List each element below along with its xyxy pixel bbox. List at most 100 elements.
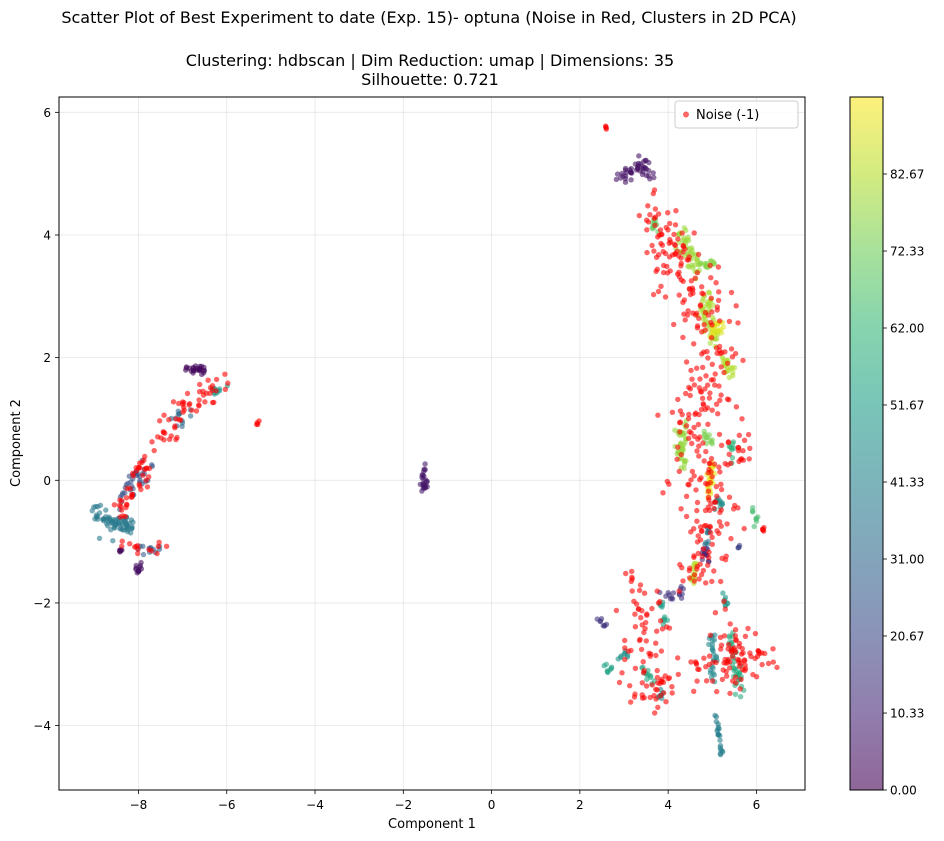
noise-point bbox=[694, 518, 700, 524]
colorbar: 0.00 10.33 20.67 31.00 41.33 51.67 62.00 72.33 8… bbox=[849, 96, 924, 798]
noise-point bbox=[685, 481, 691, 488]
cluster-point bbox=[419, 488, 425, 494]
y-tick-label: 6 bbox=[43, 106, 51, 120]
noise-point bbox=[158, 435, 164, 441]
noise-point bbox=[709, 678, 716, 684]
cluster-point bbox=[91, 504, 97, 510]
cluster-point bbox=[135, 568, 142, 574]
noise-point bbox=[691, 341, 697, 347]
noise-point bbox=[722, 606, 728, 612]
noise-point bbox=[136, 464, 142, 470]
noise-point bbox=[725, 360, 731, 366]
noise-point bbox=[707, 632, 714, 638]
noise-point bbox=[654, 674, 661, 681]
noise-point bbox=[688, 659, 694, 665]
cluster-point bbox=[103, 520, 110, 527]
noise-point bbox=[695, 533, 701, 539]
noise-point bbox=[746, 456, 752, 462]
cluster-point bbox=[124, 524, 130, 530]
noise-point bbox=[636, 212, 642, 219]
noise-point bbox=[137, 460, 143, 466]
noise-point bbox=[691, 688, 697, 694]
noise-point bbox=[740, 357, 746, 364]
noise-point bbox=[735, 320, 741, 326]
noise-point bbox=[697, 302, 704, 308]
cluster-point bbox=[419, 472, 425, 478]
noise-point bbox=[146, 474, 152, 480]
noise-point bbox=[705, 562, 711, 568]
noise-point bbox=[659, 231, 665, 238]
x-tick-label: 0 bbox=[488, 798, 496, 812]
noise-point bbox=[683, 493, 690, 499]
colorbar-tick-label: 82.67 bbox=[890, 167, 924, 181]
noise-point bbox=[119, 543, 125, 549]
noise-point bbox=[659, 626, 666, 632]
noise-point bbox=[184, 390, 191, 397]
noise-point bbox=[713, 483, 720, 490]
noise-point bbox=[173, 436, 179, 443]
noise-point bbox=[664, 478, 670, 485]
noise-point bbox=[700, 291, 707, 297]
noise-point bbox=[689, 376, 695, 382]
noise-point bbox=[716, 530, 722, 537]
noise-point bbox=[740, 448, 746, 454]
noise-point bbox=[649, 242, 655, 249]
noise-point bbox=[654, 588, 660, 594]
cluster-point bbox=[119, 521, 126, 528]
noise-point bbox=[732, 627, 739, 633]
noise-point bbox=[741, 525, 747, 532]
noise-point bbox=[674, 248, 680, 254]
cluster-point bbox=[717, 745, 723, 751]
noise-point bbox=[186, 402, 192, 408]
noise-point bbox=[695, 550, 701, 557]
colorbar-gradient bbox=[850, 97, 883, 790]
noise-point bbox=[205, 377, 211, 383]
noise-point bbox=[662, 294, 669, 300]
cluster-point bbox=[691, 262, 698, 268]
noise-point bbox=[675, 396, 681, 403]
noise-point bbox=[146, 465, 153, 472]
noise-point bbox=[723, 553, 729, 559]
cluster-point bbox=[681, 461, 688, 467]
noise-point bbox=[747, 445, 753, 451]
noise-point bbox=[714, 304, 721, 310]
cluster-point bbox=[717, 737, 723, 743]
noise-point bbox=[727, 659, 733, 665]
noise-point bbox=[181, 407, 187, 413]
noise-point bbox=[703, 678, 710, 684]
noise-point bbox=[702, 327, 708, 333]
noise-point bbox=[161, 412, 167, 418]
noise-point bbox=[677, 419, 683, 425]
cluster-point bbox=[685, 263, 691, 269]
noise-point bbox=[733, 680, 739, 686]
noise-point bbox=[707, 524, 714, 530]
noise-point bbox=[641, 667, 647, 674]
noise-point bbox=[733, 303, 739, 309]
noise-point bbox=[712, 382, 718, 388]
noise-point bbox=[222, 371, 228, 377]
noise-point bbox=[686, 567, 692, 574]
noise-point bbox=[255, 421, 261, 427]
noise-point bbox=[641, 590, 648, 596]
noise-point bbox=[721, 598, 727, 604]
noise-point bbox=[613, 607, 620, 614]
cluster-point bbox=[732, 691, 739, 697]
noise-point bbox=[686, 411, 692, 418]
x-tick-label: −8 bbox=[130, 798, 148, 812]
cluster-point bbox=[729, 455, 736, 461]
noise-point bbox=[676, 292, 682, 298]
cluster-point bbox=[697, 260, 704, 266]
cluster-point bbox=[643, 157, 649, 164]
noise-point bbox=[660, 269, 667, 276]
noise-point bbox=[708, 275, 714, 281]
noise-point bbox=[698, 406, 705, 413]
noise-point bbox=[745, 431, 752, 438]
chart-subtitle-line2: Silhouette: 0.721 bbox=[361, 70, 499, 89]
cluster-point bbox=[728, 445, 734, 451]
noise-point bbox=[173, 416, 179, 422]
cluster-point bbox=[604, 669, 611, 675]
noise-point bbox=[738, 456, 745, 462]
noise-point bbox=[737, 686, 743, 692]
noise-point bbox=[128, 494, 134, 500]
noise-point bbox=[647, 694, 653, 701]
